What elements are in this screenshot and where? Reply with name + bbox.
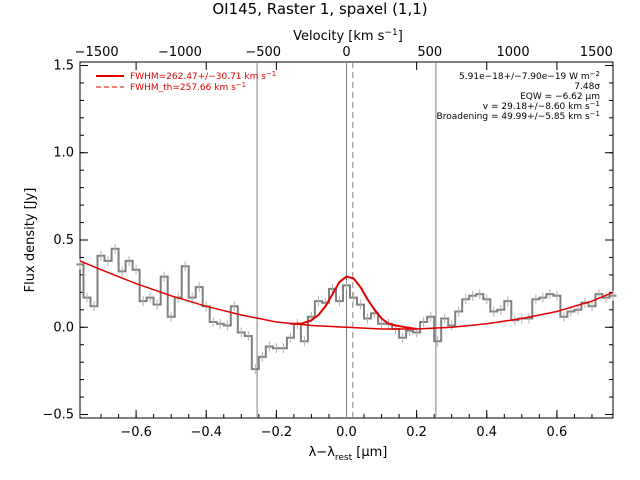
annotation-line: EQW = −6.62 μm (520, 92, 600, 102)
axis-ticks: −0.6 −0.4 −0.2 0.0 0.2 0.4 0.6 −0.5 0.0 0.5 1.0 1.5… (42, 45, 613, 440)
baseline-fit-line (79, 260, 614, 330)
annotation-sup: −2 (590, 70, 600, 78)
annotation-line: 7.48σ (574, 82, 600, 92)
annotation-text: 7.48σ (574, 82, 600, 92)
top-axis-label-end: ] (398, 29, 403, 44)
annotation-line: Broadening = 49.99+/−5.85 km s−1 (437, 110, 600, 122)
y-tick-label: 0.5 (53, 233, 74, 248)
annotation-text: EQW = −6.62 μm (520, 92, 600, 102)
y-tick-label: −0.5 (42, 408, 74, 423)
legend-label: FWHM_th=257.66 km s−1 (130, 81, 246, 93)
top-tick-label: 0 (342, 45, 350, 60)
top-axis-label-main: Velocity [km s (293, 29, 385, 44)
gaussian-fit-line (290, 275, 417, 330)
legend-label-sup: −1 (266, 70, 276, 78)
top-axis-label-sup: −1 (384, 28, 397, 38)
x-tick-label: 0.2 (406, 425, 427, 440)
legend-label-text: FWHM=262.47+/−30.71 km s (130, 72, 266, 82)
annotation-text: v = 29.18+/−8.60 km s (483, 102, 590, 112)
x-tick-label: 0.0 (336, 425, 357, 440)
legend-label-text: FWHM_th=257.66 km s (130, 83, 236, 93)
x-axis-label: λ−λrest [μm] (309, 445, 388, 463)
top-tick-label: −1000 (158, 45, 202, 60)
y-axis-label: Flux density [Jy] (23, 188, 38, 293)
top-tick-label: −500 (245, 45, 281, 60)
x-tick-label: −0.6 (120, 425, 152, 440)
y-tick-label: 1.0 (53, 146, 74, 161)
data-series (76, 243, 617, 375)
chart-title: OI145, Raster 1, spaxel (1,1) (212, 0, 427, 18)
marker-lines (256, 62, 437, 418)
y-tick-label: 1.5 (53, 58, 74, 73)
top-tick-label: −1500 (75, 45, 119, 60)
top-axis-label: Velocity [km s−1] (293, 28, 403, 44)
legend: FWHM=262.47+/−30.71 km s−1FWHM_th=257.66… (96, 70, 276, 93)
annotation-sup: −1 (590, 100, 600, 108)
top-tick-label: 1500 (580, 45, 613, 60)
top-tick-label: 500 (417, 45, 442, 60)
annotation-line: 5.91e−18+/−7.90e−19 W m−2 (459, 70, 600, 82)
legend-label-sup: −1 (236, 81, 246, 89)
x-axis-label-unit: [μm] (352, 445, 387, 460)
legend-label: FWHM=262.47+/−30.71 km s−1 (130, 70, 276, 82)
annotation-sup: −1 (590, 110, 600, 118)
y-tick-label: 0.0 (53, 320, 74, 335)
x-tick-label: −0.4 (190, 425, 222, 440)
annotation-text: 5.91e−18+/−7.90e−19 W m (459, 72, 590, 82)
x-axis-label-main: λ−λ (309, 445, 336, 460)
x-tick-label: 0.6 (547, 425, 568, 440)
annotation-text: Broadening = 49.99+/−5.85 km s (437, 112, 590, 122)
x-axis-label-sub: rest (335, 453, 353, 463)
x-tick-label: 0.4 (476, 425, 497, 440)
annotation-line: v = 29.18+/−8.60 km s−1 (483, 100, 600, 112)
x-tick-label: −0.2 (261, 425, 293, 440)
top-tick-label: 1000 (497, 45, 530, 60)
